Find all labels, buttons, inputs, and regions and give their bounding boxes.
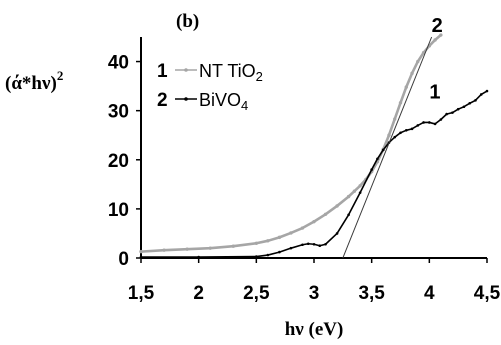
series-2-point [393,135,397,139]
series-1-point [312,219,316,224]
x-tick-label: 4,5 [474,283,501,304]
series-2-point [370,168,373,171]
series-1-point [393,117,397,121]
x-tick-label: 2 [193,283,204,304]
series-group [139,33,489,259]
curve-labels: 21 [429,15,442,103]
y-tick-label: 10 [108,200,129,221]
legend: 1 NT TiO2 2 BiVO4 [157,61,263,113]
series-2-point [139,255,143,259]
y-tick-label: 40 [108,53,129,74]
series-1-point [433,38,437,42]
series-2-point [433,122,437,126]
series-2-point [255,255,258,258]
series-2-point [456,107,460,111]
tick-labels: 1,5 2 2,5 3 3,5 4 4,5 0 10 20 30 40 [108,53,501,304]
series-1-point [266,239,270,243]
series-2-point [381,148,385,152]
series-2-point [404,129,408,132]
series-2-point [416,124,420,127]
series-2-point [318,244,322,248]
series-1-point [185,247,189,251]
series-1-point [352,189,357,193]
series-1-point [439,33,443,37]
series-2-point [301,243,304,247]
y-axis-label-superscript: 2 [57,68,64,83]
series-1-point [398,101,403,105]
curve-label: 1 [429,81,440,103]
series-2-point [451,111,454,114]
series-1-point [404,85,408,89]
series-2-point [468,102,472,105]
series-2-point [197,255,200,259]
x-tick-label: 3,5 [358,283,385,304]
series-1-point [162,248,166,252]
legend-entry-2: 2 BiVO4 [157,90,248,113]
series-line-2 [141,90,488,258]
series-2-point [445,112,448,116]
series-2-point [410,127,414,131]
legend-label-subscript: 2 [256,69,263,84]
legend-entry-1: 1 NT TiO2 [157,61,263,84]
x-tick-label: 3 [309,283,320,304]
legend-marker [184,68,188,72]
series-2-point [312,242,316,246]
series-2-point [485,89,489,93]
legend-label-subscript: 4 [241,98,248,113]
series-1-point [289,231,293,235]
series-1-point [387,133,391,137]
legend-label-text: BiVO [199,90,241,110]
series-2-point [479,93,483,96]
series-1-point [335,204,339,208]
series-2-point [266,253,270,257]
legend-number: 1 [157,61,168,82]
series-2-point [324,242,327,246]
series-1-point [421,51,426,55]
series-1-point [323,212,328,216]
series-2-point [428,121,431,124]
series-1-point [410,71,414,76]
legend-label-text: NT TiO [199,61,256,81]
series-1-point [277,235,282,240]
series-1-point [139,249,143,254]
legend-label: BiVO4 [199,90,248,113]
series-1-point [300,226,305,230]
y-axis-label: (ά*hν)2 [5,68,63,94]
series-2-point [422,121,425,124]
panel-label: (b) [176,11,199,32]
series-2-point [376,157,379,161]
series-1-point [254,241,259,245]
series-2-point [335,232,339,235]
x-tick-label: 4 [424,283,435,304]
series-1-point [346,194,351,199]
series-2-point [289,246,293,250]
series-1-point [231,244,235,248]
series-2-point [439,118,443,121]
series-1-point [358,184,362,188]
y-tick-label: 0 [118,249,129,270]
series-2-point [474,99,477,102]
series-1-point [208,246,212,250]
series-2-point [462,105,466,109]
series-2-point [347,213,350,217]
series-2-point [306,242,310,246]
axis-ticks [136,60,488,263]
x-axis-label: hν (eV) [285,319,344,340]
x-tick-label: 1,5 [128,283,155,304]
series-2-point [278,250,281,254]
series-2-point [358,191,362,194]
legend-label: NT TiO2 [199,61,263,84]
y-axis-label-text: (ά*hν) [5,73,57,94]
legend-number: 2 [157,90,168,111]
series-1-point [416,59,420,64]
curve-label: 2 [432,15,443,37]
y-tick-label: 20 [108,151,129,172]
y-tick-label: 30 [108,102,129,123]
x-tick-label: 2,5 [243,283,270,304]
tangent-line [342,36,433,259]
series-line-1 [140,34,442,253]
series-2-point [399,131,402,135]
legend-marker [184,97,188,101]
